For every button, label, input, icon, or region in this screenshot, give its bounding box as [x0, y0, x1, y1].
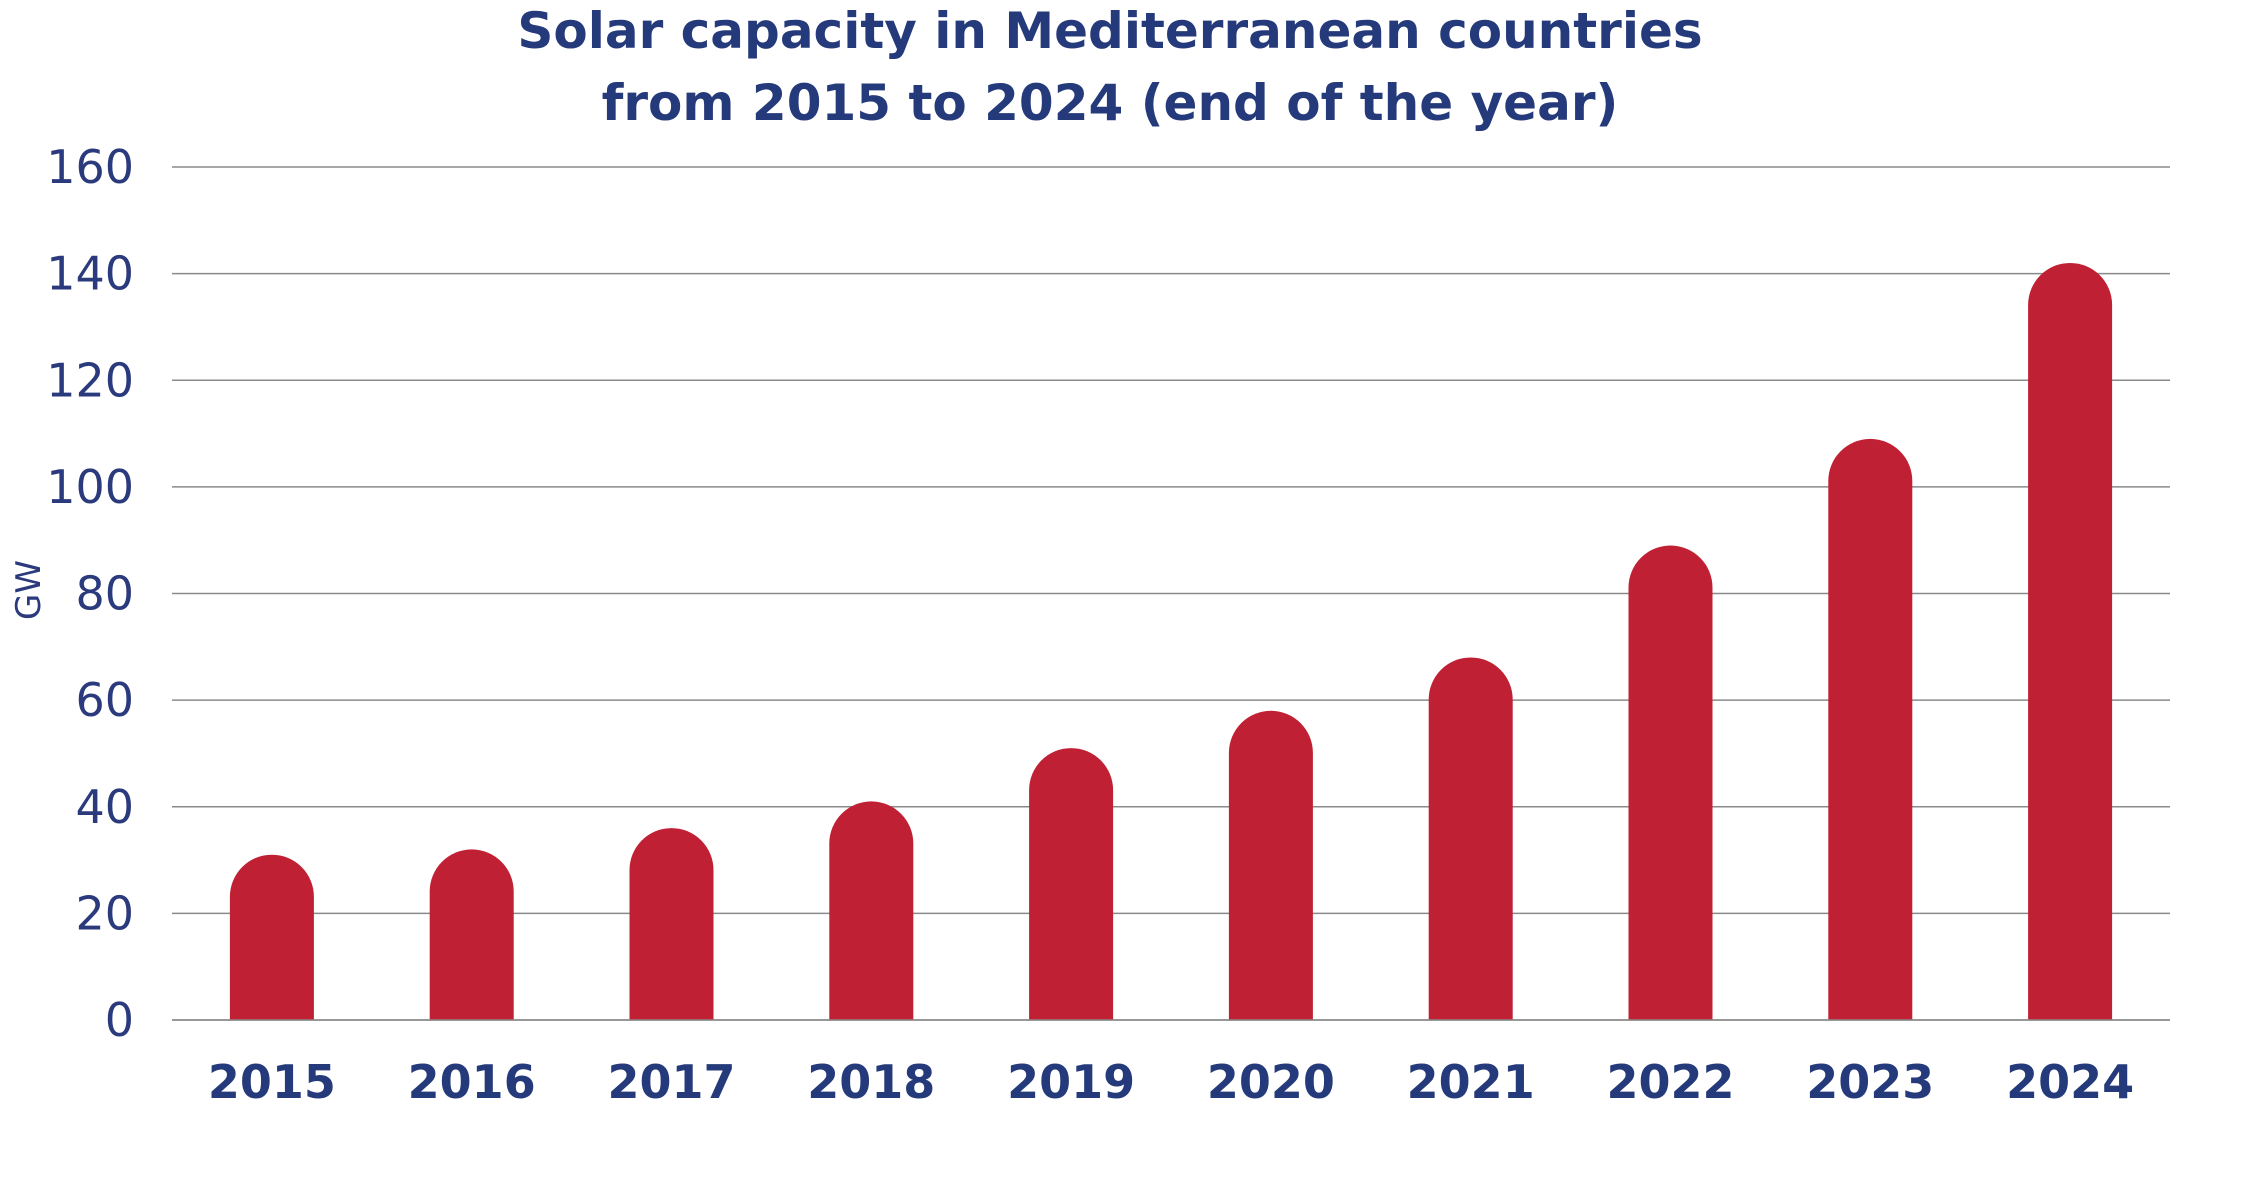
x-tick-label: 2019 [1007, 1055, 1135, 1109]
x-tick-label: 2022 [1606, 1055, 1734, 1109]
chart-title: Solar capacity in Mediterranean countrie… [517, 2, 1702, 60]
x-tick-label: 2018 [807, 1055, 935, 1109]
bar-2016 [429, 849, 514, 1020]
bars [172, 262, 2170, 1021]
x-tick-label: 2016 [408, 1055, 536, 1109]
bar-2021 [1428, 657, 1513, 1020]
x-tick-label: 2023 [1806, 1055, 1934, 1109]
bar-2018 [829, 801, 914, 1020]
x-tick-label: 2017 [607, 1055, 735, 1109]
x-tick-label: 2015 [208, 1055, 336, 1109]
x-axis-ticks: 2015 2016 2017 2018 2019 2020 2021 2022 2023 2024 [208, 1055, 2134, 1109]
bar-2023 [1828, 438, 1913, 1020]
y-tick-label: 60 [75, 673, 134, 727]
chart-subtitle: from 2015 to 2024 (end of the year) [602, 74, 1619, 132]
bar-2020 [1228, 710, 1313, 1020]
y-tick-label: 20 [75, 886, 134, 940]
y-tick-label: 80 [75, 567, 134, 621]
bar-2015 [229, 854, 314, 1020]
bar-2017 [629, 828, 714, 1020]
x-tick-label: 2021 [1407, 1055, 1535, 1109]
y-tick-label: 100 [46, 460, 134, 514]
y-tick-label: 40 [75, 780, 134, 834]
bar-2019 [1029, 748, 1114, 1020]
bar-2024 [2028, 262, 2113, 1021]
y-axis-label: GW [9, 560, 49, 620]
y-tick-label: 140 [46, 247, 134, 301]
y-axis-ticks: 0 20 40 60 80 100 120 140 160 [46, 140, 134, 1047]
y-tick-label: 120 [46, 353, 134, 407]
x-tick-label: 2020 [1207, 1055, 1335, 1109]
y-tick-label: 160 [46, 140, 134, 194]
x-tick-label: 2024 [2006, 1055, 2134, 1109]
y-tick-label: 0 [105, 993, 134, 1047]
bar-2022 [1628, 545, 1713, 1020]
